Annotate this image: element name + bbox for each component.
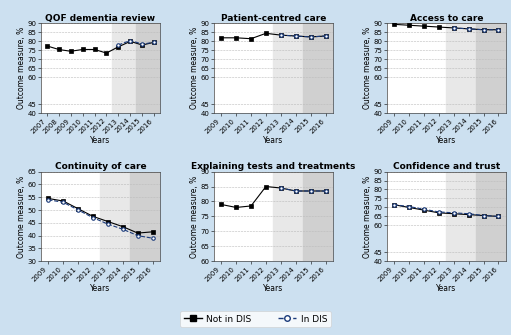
Bar xyxy=(273,172,333,261)
Title: Access to care: Access to care xyxy=(409,14,483,23)
Y-axis label: Outcome measure, %: Outcome measure, % xyxy=(17,27,27,110)
Title: Explaining tests and treatments: Explaining tests and treatments xyxy=(191,162,356,171)
Bar xyxy=(446,23,506,113)
Y-axis label: Outcome measure, %: Outcome measure, % xyxy=(190,27,199,110)
Y-axis label: Outcome measure, %: Outcome measure, % xyxy=(17,175,27,258)
Bar xyxy=(303,172,333,261)
Title: Confidence and trust: Confidence and trust xyxy=(392,162,500,171)
Bar xyxy=(303,23,333,113)
Y-axis label: Outcome measure, %: Outcome measure, % xyxy=(190,175,199,258)
X-axis label: Years: Years xyxy=(436,136,456,145)
Bar xyxy=(446,172,506,261)
Bar xyxy=(273,23,333,113)
Bar xyxy=(130,172,160,261)
Y-axis label: Outcome measure, %: Outcome measure, % xyxy=(363,27,372,110)
Legend: Not in DIS, In DIS: Not in DIS, In DIS xyxy=(180,311,331,327)
Bar xyxy=(476,23,506,113)
Title: Continuity of care: Continuity of care xyxy=(55,162,146,171)
Title: Patient-centred care: Patient-centred care xyxy=(221,14,326,23)
Bar xyxy=(101,172,160,261)
X-axis label: Years: Years xyxy=(436,284,456,293)
Title: QOF dementia review: QOF dementia review xyxy=(45,14,155,23)
X-axis label: Years: Years xyxy=(263,284,284,293)
Y-axis label: Outcome measure, %: Outcome measure, % xyxy=(363,175,372,258)
X-axis label: Years: Years xyxy=(90,284,110,293)
X-axis label: Years: Years xyxy=(90,136,110,145)
X-axis label: Years: Years xyxy=(263,136,284,145)
Bar xyxy=(136,23,160,113)
Bar xyxy=(476,172,506,261)
Bar xyxy=(112,23,160,113)
